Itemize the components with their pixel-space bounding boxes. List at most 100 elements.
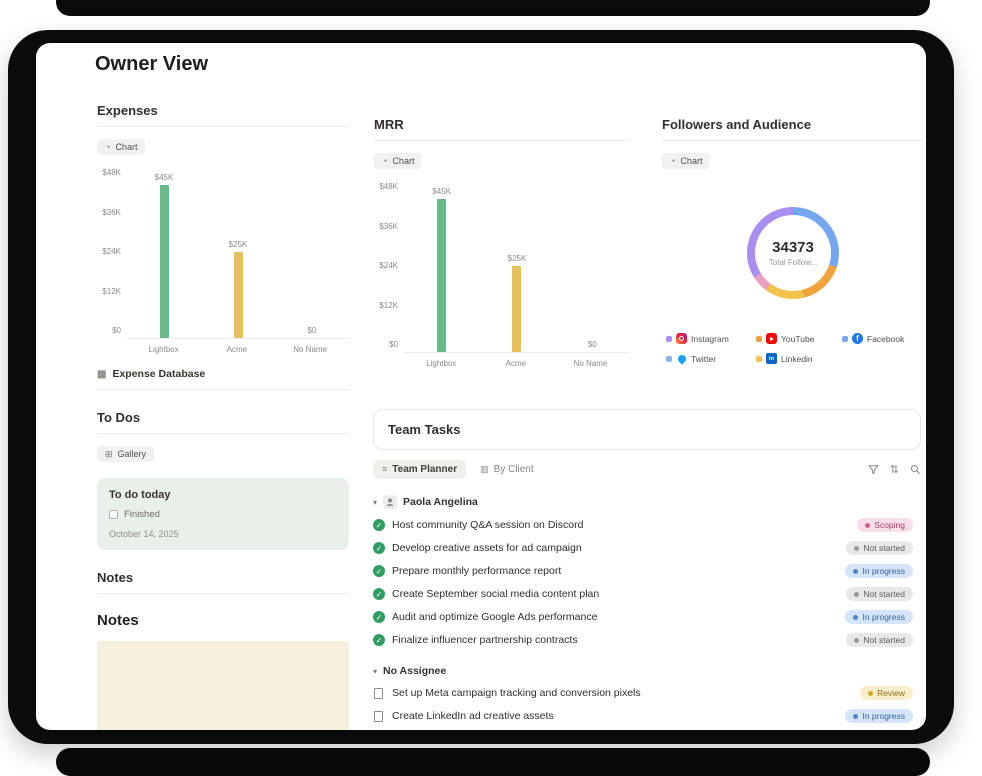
team-tasks-title: Team Tasks [388,422,461,437]
y-tick: $24K [102,247,121,256]
y-tick: $36K [102,207,121,217]
y-tick: $48K [379,182,398,191]
status-dot [865,522,871,528]
gallery-icon: ⊞ [105,448,113,459]
view-tab-label: Chart [115,142,138,152]
task-row[interactable]: ✓ Create September social media content … [373,587,921,601]
search-icon[interactable] [910,464,921,475]
team-tasks-title-card[interactable]: Team Tasks [373,409,921,450]
expenses-heading: Expenses [97,103,349,127]
donut-subtitle: Total Follow... [768,258,818,267]
legend-item-linkedin: Linkedin [756,353,842,364]
collapse-toggle-icon[interactable]: ▾ [373,497,378,507]
mrr-y-axis: $48K $36K $24K $12K $0 [374,183,404,349]
bar-value-label: $0 [587,340,597,349]
task-row[interactable]: ✓ Host community Q&A session on Discord … [373,518,921,532]
status-dot [853,614,859,620]
expenses-plot-area: $45K $25K $0 [127,173,349,339]
task-row[interactable]: ✓ Develop creative assets for ad campaig… [373,541,921,555]
tablet-screen: Owner View Expenses ◔ Chart $48K $36K $2… [36,43,926,730]
sort-icon[interactable]: ⇅ [889,464,899,476]
task-row[interactable]: ✓ Audit and optimize Google Ads performa… [373,610,921,624]
view-tab-label: Chart [392,156,415,166]
check-circle-icon[interactable]: ✓ [373,634,385,646]
x-tick: No Name [573,359,608,368]
todos-heading: To Dos [97,410,349,434]
status-label: In progress [862,612,905,622]
legend-item-youtube: YouTube [756,333,842,344]
status-badge[interactable]: Not started [846,587,913,601]
bar-acme [233,252,243,338]
status-badge[interactable]: In progress [845,564,913,578]
group-name: No Assignee [383,665,447,677]
tablet-frame: Owner View Expenses ◔ Chart $48K $36K $2… [8,30,954,744]
followers-chart-view-tab[interactable]: ◔ Chart [662,153,711,169]
task-title: Set up Meta campaign tracking and conver… [392,687,641,699]
filter-icon[interactable] [867,464,879,475]
chart-icon: ◔ [670,155,676,166]
tab-team-planner[interactable]: ≡ Team Planner [373,460,467,479]
bar-lightbox [159,185,169,338]
collapse-toggle-icon[interactable]: ▾ [373,666,378,676]
check-circle-icon[interactable]: ✓ [373,588,385,600]
status-dot [854,545,860,551]
bar-value-label: $45K [432,187,451,196]
notes-card[interactable] [97,641,349,730]
followers-legend: Instagram YouTube Facebook Twitter [662,333,924,364]
mrr-plot-area: $45K $25K $0 [404,187,630,353]
twitter-icon [676,353,687,364]
instagram-icon [676,333,687,344]
legend-item-twitter: Twitter [666,353,756,364]
y-tick: $0 [389,340,398,349]
status-badge[interactable]: Not started [846,541,913,555]
legend-label: Linkedin [781,353,813,364]
notes-page-title[interactable]: Notes [97,612,139,629]
status-badge[interactable]: Not started [846,633,913,647]
chart-icon: ◔ [105,141,111,152]
legend-item-facebook: Facebook [842,333,920,344]
youtube-icon [766,333,777,344]
followers-donut-chart: 34373 Total Follow... [662,207,924,299]
legend-swatch [666,355,672,362]
status-badge[interactable]: Review [860,686,913,700]
group-header-paola: ▾ Paola Angelina [373,495,921,509]
check-circle-icon[interactable]: ✓ [373,519,385,531]
assignee-avatar [383,495,398,509]
status-label: Not started [863,589,905,599]
status-badge[interactable]: Scoping [857,518,913,532]
status-dot [868,690,874,696]
bar-column: $0 [275,173,348,338]
task-row[interactable]: Create LinkedIn ad creative assets In pr… [373,709,921,723]
status-badge[interactable]: In progress [845,610,913,624]
check-circle-icon[interactable]: ✓ [373,565,385,577]
legend-label: YouTube [781,333,815,344]
y-tick: $48K [102,168,121,177]
legend-swatch [666,335,672,342]
bar-column: $0 [555,187,630,352]
legend-label: Twitter [691,353,717,364]
group-header-no-assignee: ▾ No Assignee [373,665,921,677]
expenses-chart-view-tab[interactable]: ◔ Chart [97,139,146,155]
todo-card[interactable]: To do today Finished October 14, 2025 [97,478,349,550]
task-row[interactable]: Set up Meta campaign tracking and conver… [373,686,921,700]
x-tick: Lightbox [148,345,179,354]
bar-value-label: $25K [507,254,527,263]
list-icon: ≡ [382,464,388,474]
todos-gallery-view-tab[interactable]: ⊞ Gallery [97,446,155,462]
chart-icon: ◔ [382,155,388,166]
x-tick: Lightbox [426,359,457,368]
page-title[interactable]: Owner View [95,53,209,75]
task-row[interactable]: ✓ Finalize influencer partnership contra… [373,633,921,647]
tab-by-client[interactable]: ▥ By Client [478,460,536,479]
checkbox[interactable] [109,510,118,519]
status-badge[interactable]: In progress [845,709,913,723]
x-tick: Acme [226,345,248,354]
check-circle-icon[interactable]: ✓ [373,611,385,623]
x-tick: Acme [505,359,527,368]
task-row[interactable]: ✓ Prepare monthly performance report In … [373,564,921,578]
expense-database-link[interactable]: ▦ Expense Database [97,368,349,390]
check-circle-icon[interactable]: ✓ [373,542,385,554]
task-title: Finalize influencer partnership contract… [392,634,578,646]
mrr-chart-view-tab[interactable]: ◔ Chart [374,153,423,169]
y-tick: $12K [102,286,121,296]
